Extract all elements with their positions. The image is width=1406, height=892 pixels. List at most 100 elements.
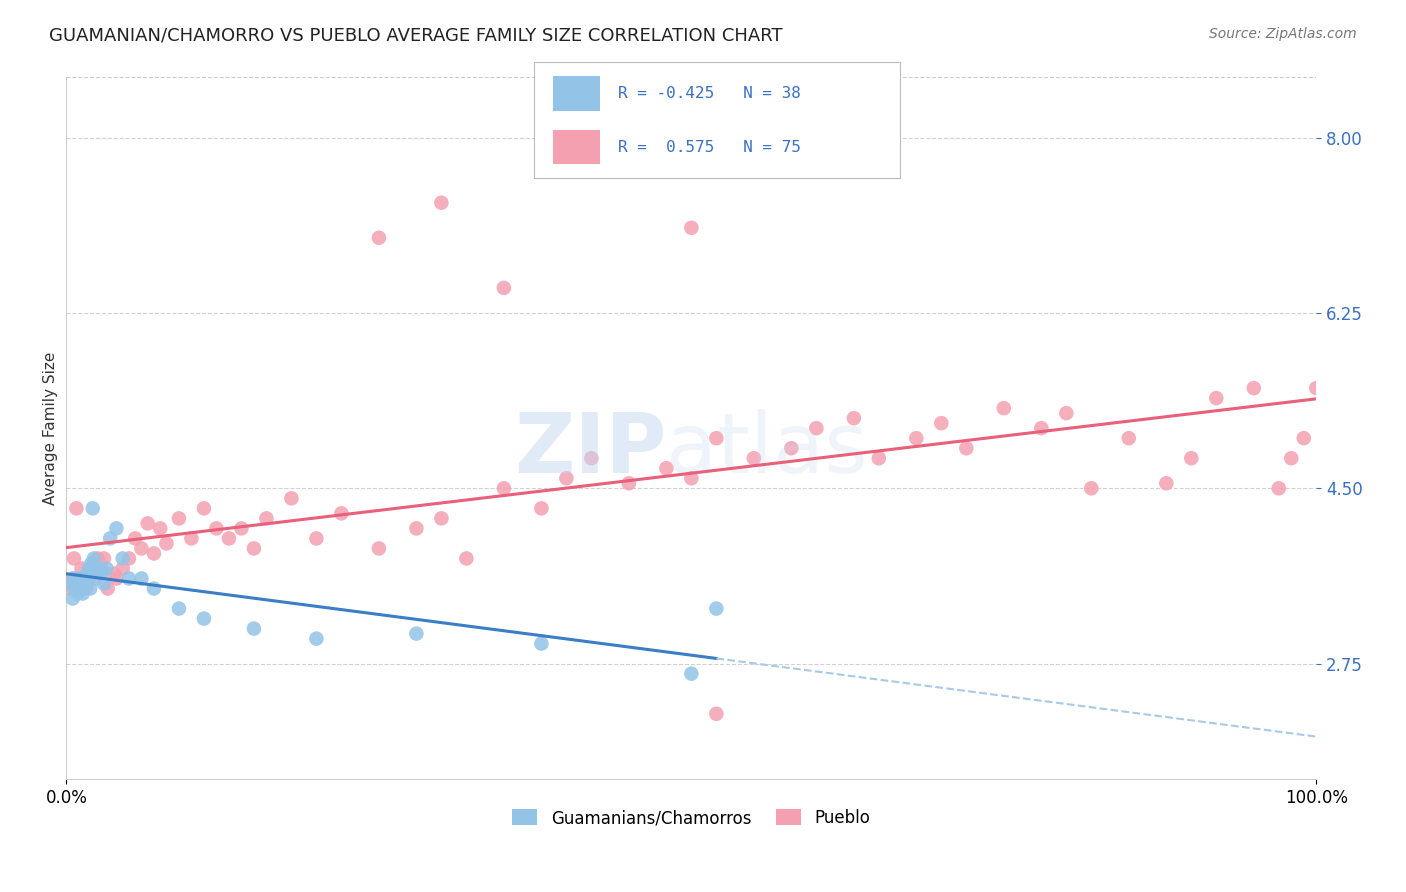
Point	[681, 220, 703, 235]
Point	[706, 706, 728, 721]
Point	[1031, 421, 1053, 435]
Point	[254, 511, 277, 525]
Point	[118, 551, 141, 566]
Point	[131, 572, 153, 586]
Point	[62, 572, 84, 586]
Point	[430, 511, 453, 525]
Point	[617, 476, 640, 491]
Point	[80, 557, 103, 571]
Point	[955, 441, 977, 455]
Point	[492, 481, 515, 495]
Point	[97, 582, 120, 596]
Point	[405, 626, 427, 640]
Point	[405, 521, 427, 535]
Point	[142, 546, 165, 560]
Point	[842, 411, 865, 425]
Point	[530, 637, 553, 651]
Point	[555, 471, 578, 485]
Point	[65, 501, 87, 516]
Point	[111, 561, 134, 575]
Point	[73, 582, 96, 596]
Point	[72, 586, 94, 600]
Point	[681, 666, 703, 681]
Point	[83, 551, 105, 566]
Text: ZIP: ZIP	[513, 409, 666, 490]
Point	[492, 281, 515, 295]
Point	[83, 566, 105, 581]
Point	[77, 572, 100, 586]
Point	[193, 501, 215, 516]
Point	[1180, 451, 1202, 466]
Point	[655, 461, 678, 475]
Point	[742, 451, 765, 466]
Point	[1305, 381, 1327, 395]
Point	[155, 536, 177, 550]
Point	[82, 501, 104, 516]
Point	[706, 601, 728, 615]
Point	[72, 582, 94, 596]
Point	[243, 622, 266, 636]
Y-axis label: Average Family Size: Average Family Size	[44, 351, 58, 505]
Point	[167, 601, 190, 615]
Point	[581, 451, 603, 466]
Point	[681, 471, 703, 485]
Point	[59, 582, 82, 596]
Point	[1279, 451, 1302, 466]
Point	[1205, 391, 1227, 405]
Point	[63, 551, 86, 566]
Point	[993, 401, 1015, 416]
Point	[868, 451, 890, 466]
Point	[430, 195, 453, 210]
Point	[530, 501, 553, 516]
Point	[75, 572, 97, 586]
Point	[86, 572, 108, 586]
Point	[111, 551, 134, 566]
Text: R = -0.425   N = 38: R = -0.425 N = 38	[619, 87, 801, 102]
Point	[780, 441, 803, 455]
Point	[305, 532, 328, 546]
Point	[103, 566, 125, 581]
Point	[231, 521, 253, 535]
Point	[1268, 481, 1291, 495]
Point	[65, 576, 87, 591]
Point	[75, 576, 97, 591]
Point	[193, 611, 215, 625]
Point	[167, 511, 190, 525]
Point	[86, 551, 108, 566]
Point	[67, 572, 90, 586]
Point	[806, 421, 828, 435]
Point	[280, 491, 302, 506]
Point	[243, 541, 266, 556]
Point	[75, 572, 97, 586]
Point	[70, 561, 93, 575]
Point	[1080, 481, 1102, 495]
Point	[63, 582, 86, 596]
Point	[90, 566, 112, 581]
Point	[67, 572, 90, 586]
Point	[1054, 406, 1077, 420]
Point	[1156, 476, 1178, 491]
Point	[1292, 431, 1315, 445]
Point	[87, 561, 110, 575]
Point	[80, 561, 103, 575]
Point	[93, 576, 115, 591]
Point	[75, 582, 97, 596]
Point	[93, 551, 115, 566]
Text: GUAMANIAN/CHAMORRO VS PUEBLO AVERAGE FAMILY SIZE CORRELATION CHART: GUAMANIAN/CHAMORRO VS PUEBLO AVERAGE FAM…	[49, 27, 783, 45]
Point	[79, 582, 101, 596]
Point	[98, 532, 121, 546]
Point	[76, 566, 98, 581]
Point	[105, 572, 128, 586]
Text: Source: ZipAtlas.com: Source: ZipAtlas.com	[1209, 27, 1357, 41]
Point	[149, 521, 172, 535]
Point	[1118, 431, 1140, 445]
Text: atlas: atlas	[666, 409, 868, 490]
Point	[330, 507, 353, 521]
Point	[456, 551, 478, 566]
FancyBboxPatch shape	[553, 77, 600, 112]
Point	[905, 431, 928, 445]
Point	[367, 541, 389, 556]
Text: R =  0.575   N = 75: R = 0.575 N = 75	[619, 139, 801, 154]
Point	[218, 532, 240, 546]
Point	[205, 521, 228, 535]
